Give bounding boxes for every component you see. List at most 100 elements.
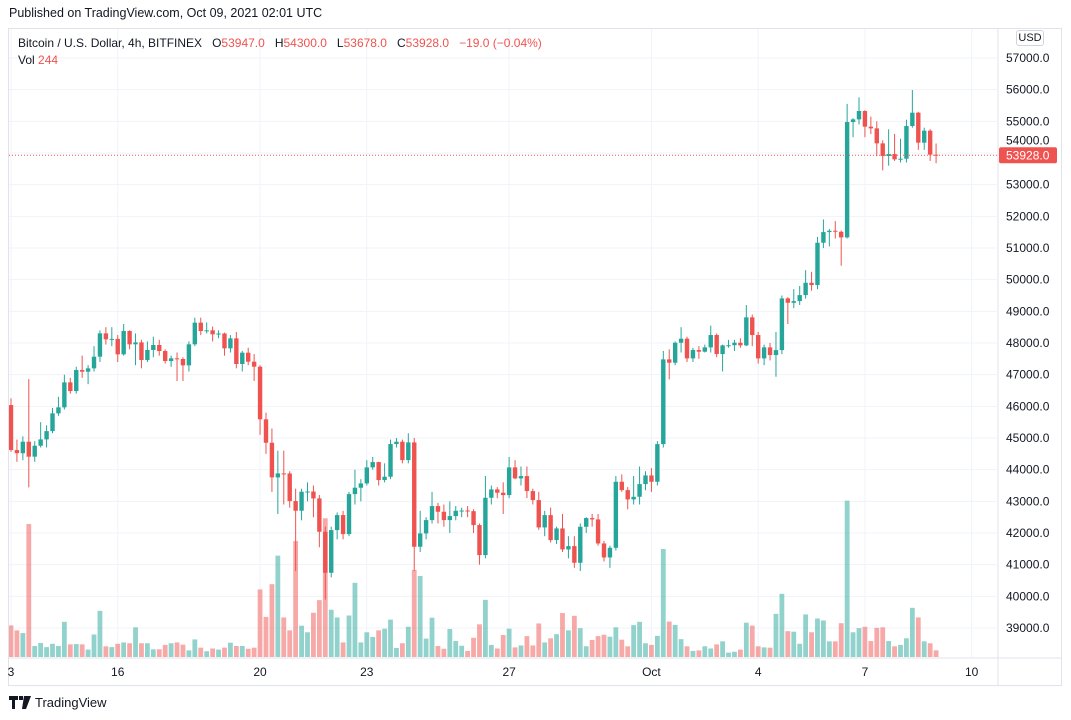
volume-bar <box>417 575 423 657</box>
candle-body <box>844 122 850 238</box>
candle-body <box>601 543 607 558</box>
high-value: 54300.0 <box>283 36 327 50</box>
candle-body <box>850 119 856 123</box>
candle-body <box>20 441 26 454</box>
candle-body <box>145 350 150 361</box>
candle-body <box>334 515 340 531</box>
volume-bar <box>625 646 631 657</box>
volume-bar <box>554 634 559 657</box>
volume-bar <box>803 614 809 657</box>
low-label: L <box>336 36 344 50</box>
volume-bar <box>382 628 387 657</box>
volume-bar <box>524 636 530 657</box>
volume-bar <box>305 632 310 657</box>
volume-bar <box>263 616 269 657</box>
candle-body <box>281 473 286 475</box>
volume-bar <box>121 642 127 657</box>
price-tick-label: 41000.0 <box>1006 558 1050 572</box>
candle-body <box>904 126 909 159</box>
candle-body <box>68 382 73 392</box>
tradingview-logo-icon <box>9 696 31 709</box>
time-tick-label: Oct <box>642 665 661 679</box>
volume-bar <box>767 647 773 657</box>
candle-body <box>121 331 126 355</box>
candle-body <box>655 444 660 482</box>
volume-bar <box>44 647 49 657</box>
candle-body <box>91 356 97 369</box>
volume-bar <box>737 649 743 657</box>
candle-body <box>370 462 375 468</box>
candle-body <box>287 473 292 502</box>
volume-bar <box>233 646 239 657</box>
candle-body <box>761 347 767 359</box>
time-tick-label: 27 <box>502 665 516 679</box>
candle-body <box>833 230 838 232</box>
price-tick-label: 49000.0 <box>1006 304 1050 318</box>
volume-bar <box>168 643 174 657</box>
volume-bar <box>560 613 565 657</box>
candle-body <box>412 442 417 547</box>
volume-bar <box>892 646 897 657</box>
volume-bar <box>868 641 874 657</box>
volume-bar <box>512 647 518 657</box>
volume-bar <box>631 625 637 657</box>
candle-body <box>133 342 138 345</box>
volume-bar <box>933 650 939 657</box>
volume-bar <box>862 626 868 657</box>
candle-body <box>584 518 589 527</box>
volume-bar <box>542 642 548 657</box>
candle-body <box>595 519 601 544</box>
candle-body <box>340 515 346 535</box>
high-label: H <box>274 36 284 50</box>
close-label: C <box>397 36 406 50</box>
candle-body <box>732 342 737 346</box>
candle-body <box>880 143 885 157</box>
candle-body <box>827 230 832 233</box>
symbol-title[interactable]: Bitcoin / U.S. Dollar, 4h, BITFINEX <box>18 36 203 50</box>
candle-body <box>139 342 144 361</box>
candle-body <box>352 487 358 495</box>
volume-bar <box>749 625 755 657</box>
candle-body <box>180 358 186 366</box>
volume-bar <box>500 635 506 657</box>
candle-body <box>684 338 690 359</box>
price-tick-label: 52000.0 <box>1006 209 1050 223</box>
currency-button[interactable]: USD <box>1016 30 1044 46</box>
volume-bar <box>530 645 536 657</box>
close-value: 53928.0 <box>405 36 450 50</box>
volume-bar <box>909 607 915 657</box>
volume-bar <box>483 599 488 657</box>
volume-bar <box>684 646 690 657</box>
volume-bar <box>732 651 737 657</box>
volume-bar <box>162 644 168 657</box>
volume-bar <box>874 627 880 657</box>
volume-bar <box>257 589 263 657</box>
candle-body <box>868 126 874 129</box>
volume-bar <box>228 642 233 657</box>
change-value: −19.0 (−0.04%) <box>459 36 542 50</box>
candle-body <box>56 407 61 414</box>
plot-area[interactable] <box>9 90 939 657</box>
volume-bar <box>370 636 376 657</box>
candle-body <box>815 242 820 286</box>
volume-bar <box>133 627 138 657</box>
candle-body <box>910 112 915 127</box>
candle-body <box>394 441 399 445</box>
published-caption: Published on TradingView.com, Oct 09, 20… <box>9 6 323 20</box>
volume-bar <box>73 644 79 657</box>
volume-bar <box>97 610 103 657</box>
candle-body <box>358 483 364 488</box>
candle-body <box>417 533 423 547</box>
candle-body <box>465 510 470 512</box>
candle-body <box>222 333 227 349</box>
volume-bar <box>186 650 192 657</box>
volume-bar <box>708 648 714 657</box>
candle-body <box>275 473 281 478</box>
footer-brand[interactable]: TradingView <box>9 695 107 710</box>
candle-body <box>643 475 648 485</box>
candle-body <box>198 322 203 332</box>
volume-bar <box>815 618 820 657</box>
volume-bar <box>649 644 654 657</box>
candle-body <box>542 515 547 528</box>
